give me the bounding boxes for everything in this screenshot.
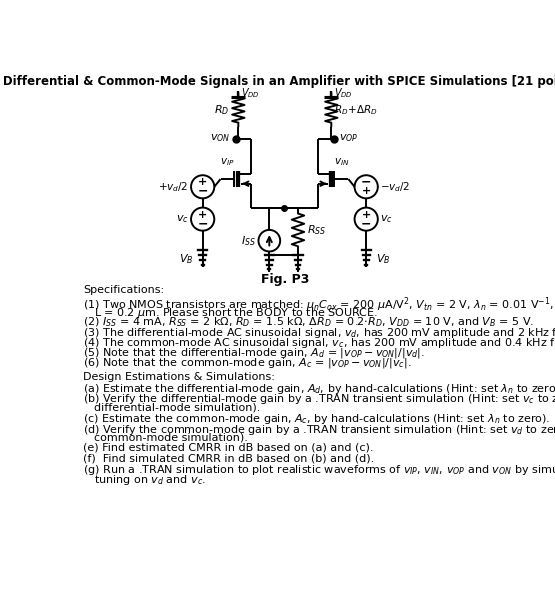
Text: L = 0.2 $\mu$m. Please short the BODY to the SOURCE.: L = 0.2 $\mu$m. Please short the BODY to… xyxy=(94,306,379,320)
Text: $v_{ON}$: $v_{ON}$ xyxy=(210,132,230,144)
Text: (a) Estimate the differential-mode gain, $A_d$, by hand-calculations (Hint: set : (a) Estimate the differential-mode gain,… xyxy=(83,382,555,396)
Text: $R_D\!+\!\Delta R_D$: $R_D\!+\!\Delta R_D$ xyxy=(335,103,379,116)
Text: $V_B$: $V_B$ xyxy=(376,252,390,266)
Text: (d) Verify the common-mode gain by a .TRAN transient simulation (Hint: set $v_d$: (d) Verify the common-mode gain by a .TR… xyxy=(83,422,555,437)
Text: tuning on $v_d$ and $v_c$.: tuning on $v_d$ and $v_c$. xyxy=(94,473,206,487)
Text: (1) Two NMOS transistors are matched: $\mu_nC_{ox}$ = 200 $\mu$A/V$^2$, $V_{tn}$: (1) Two NMOS transistors are matched: $\… xyxy=(83,295,555,314)
Text: $v_c$: $v_c$ xyxy=(176,213,189,225)
Text: $I_{SS}$: $I_{SS}$ xyxy=(241,234,256,248)
Text: (3) The differential-mode AC sinusoidal signal, $v_d$, has 200 mV amplitude and : (3) The differential-mode AC sinusoidal … xyxy=(83,326,555,340)
Text: (b) Verify the differential-mode gain by a .TRAN transient simulation (Hint: set: (b) Verify the differential-mode gain by… xyxy=(83,392,555,406)
Text: +: + xyxy=(198,210,208,220)
Text: $V_{DD}$: $V_{DD}$ xyxy=(241,87,260,100)
Text: Fig. P3: Fig. P3 xyxy=(261,273,309,286)
Text: (e) Find estimated CMRR in dB based on (a) and (c).: (e) Find estimated CMRR in dB based on (… xyxy=(83,443,374,453)
Text: Design Estimations & Simulations:: Design Estimations & Simulations: xyxy=(83,372,275,382)
Text: (g) Run a .TRAN simulation to plot realistic waveforms of $v_{IP}$, $v_{IN}$, $v: (g) Run a .TRAN simulation to plot reali… xyxy=(83,463,555,477)
Text: $-v_d/2$: $-v_d/2$ xyxy=(380,180,411,194)
Text: (5) Note that the differential-mode gain, $A_d$ = $|v_{OP} - v_{ON}|/|v_d|$.: (5) Note that the differential-mode gain… xyxy=(83,346,426,361)
Text: $v_{OP}$: $v_{OP}$ xyxy=(339,132,359,144)
Text: $V_B$: $V_B$ xyxy=(179,252,193,266)
Text: −: − xyxy=(198,185,208,198)
Text: +: + xyxy=(198,178,208,187)
Text: −: − xyxy=(361,217,371,230)
Text: (c) Estimate the common-mode gain, $A_c$, by hand-calculations (Hint: set $\lamb: (c) Estimate the common-mode gain, $A_c$… xyxy=(83,412,551,426)
Text: (6) Note that the common-mode gain, $A_c$ = $|v_{OP} - v_{ON}|/|v_c|$.: (6) Note that the common-mode gain, $A_c… xyxy=(83,356,412,371)
Text: −: − xyxy=(361,176,371,189)
Text: $R_{SS}$: $R_{SS}$ xyxy=(307,223,327,237)
Text: (f)  Find simulated CMRR in dB based on (b) and (d).: (f) Find simulated CMRR in dB based on (… xyxy=(83,453,375,463)
Text: $R_D$: $R_D$ xyxy=(214,103,229,116)
Text: $V_{DD}$: $V_{DD}$ xyxy=(335,87,353,100)
Text: $v_c$: $v_c$ xyxy=(380,213,393,225)
Text: differential-mode simulation).: differential-mode simulation). xyxy=(94,402,260,412)
Text: $+v_d/2$: $+v_d/2$ xyxy=(158,180,189,194)
Text: $v_{IN}$: $v_{IN}$ xyxy=(334,156,349,168)
Text: +: + xyxy=(361,186,371,196)
Text: (2) $I_{SS}$ = 4 mA, $R_{SS}$ = 2 k$\Omega$, $R_D$ = 1.5 k$\Omega$, $\Delta R_D$: (2) $I_{SS}$ = 4 mA, $R_{SS}$ = 2 k$\Ome… xyxy=(83,316,534,330)
Text: 3. Differential & Common-Mode Signals in an Amplifier with SPICE Simulations [21: 3. Differential & Common-Mode Signals in… xyxy=(0,75,555,88)
Text: $v_{IP}$: $v_{IP}$ xyxy=(220,156,235,168)
Text: common-mode simulation).: common-mode simulation). xyxy=(94,432,248,443)
Text: (4) The common-mode AC sinusoidal signal, $v_c$, has 200 mV amplitude and 0.4 kH: (4) The common-mode AC sinusoidal signal… xyxy=(83,336,555,350)
Text: +: + xyxy=(361,210,371,220)
Text: −: − xyxy=(198,217,208,230)
Text: Specifications:: Specifications: xyxy=(83,285,164,295)
